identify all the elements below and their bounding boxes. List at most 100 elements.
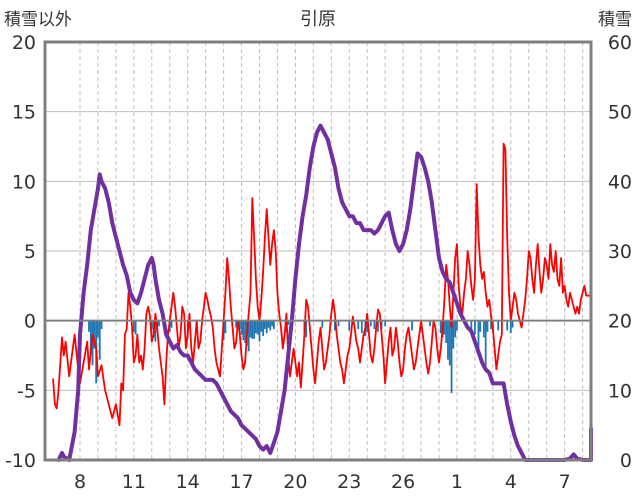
precipitation-bar [366, 320, 369, 332]
precipitation-bar [154, 320, 157, 342]
precipitation-bar [238, 320, 241, 330]
precipitation-bar [98, 320, 101, 360]
precipitation-bar [134, 320, 137, 335]
precipitation-bar [97, 320, 99, 338]
x-tick-label: 17 [229, 471, 253, 493]
precipitation-bar [93, 320, 96, 349]
precipitation-bar [377, 320, 379, 332]
precipitation-bar [443, 320, 446, 335]
x-tick-label: 7 [559, 471, 571, 493]
right-axis-title: 積雪 [598, 10, 632, 30]
precipitation-bar [506, 320, 509, 331]
precipitation-bar [482, 320, 485, 338]
precipitation-bar [305, 320, 308, 338]
left-axis-ticks: 20 15 10 5 0 -5 -10 [5, 32, 36, 472]
precipitation-bar [454, 320, 457, 338]
precipitation-bar [265, 320, 268, 334]
left-tick-label: 0 [24, 311, 36, 333]
precipitation-bar [150, 320, 153, 330]
precipitation-bar [158, 320, 160, 327]
right-tick-label: 20 [608, 311, 632, 333]
precipitation-bar [251, 320, 254, 339]
x-tick-label: 8 [74, 471, 86, 493]
precipitation-bar [456, 320, 458, 331]
precipitation-bar [242, 320, 245, 341]
plot-frame [43, 40, 593, 462]
precipitation-bar [357, 320, 360, 330]
precipitation-bar [267, 320, 270, 328]
precipitation-bar [337, 320, 340, 327]
precipitation-bar [100, 320, 103, 330]
precipitation-bar [170, 320, 173, 328]
precipitation-bar [348, 320, 351, 331]
left-axis-title: 積雪以外 [4, 10, 72, 30]
right-tick-label: 30 [608, 241, 632, 263]
precipitation-bar [439, 320, 442, 334]
left-tick-label: 15 [12, 102, 36, 124]
precipitation-bar [272, 320, 275, 330]
x-tick-label: 20 [283, 471, 307, 493]
precipitation-bar [484, 320, 487, 370]
precipitation-bar [263, 320, 266, 330]
chart-title: 引原 [300, 9, 336, 30]
precipitation-bar [511, 320, 514, 328]
precipitation-bar [447, 320, 449, 360]
right-tick-label: 50 [608, 102, 632, 124]
right-tick-label: 60 [608, 32, 632, 54]
precipitation-bar [88, 320, 90, 332]
precipitation-bar [509, 320, 512, 334]
precipitation-bar [235, 320, 238, 328]
right-tick-label: 40 [608, 171, 632, 193]
left-tick-label: 5 [24, 241, 36, 263]
right-tick-label: 10 [608, 380, 632, 402]
x-tick-label: 4 [505, 471, 517, 493]
precipitation-bar [477, 320, 480, 349]
left-tick-label: 10 [12, 171, 36, 193]
precipitation-bar [132, 320, 135, 332]
left-tick-label: -10 [5, 450, 36, 472]
precipitation-bar [249, 320, 252, 338]
precipitation-bar [490, 320, 492, 330]
precipitation-bar [333, 320, 336, 331]
precipitation-bar [287, 320, 290, 325]
precipitation-bar [373, 320, 376, 330]
precipitation-bar [411, 320, 413, 331]
precipitation-bar [470, 320, 473, 330]
precipitation-bar [89, 320, 92, 356]
precipitation-bar [321, 320, 324, 328]
temperature-line [52, 142, 592, 427]
x-axis-ticks: 8 11 14 17 20 23 26 1 4 7 [74, 471, 571, 493]
right-tick-label: 0 [620, 450, 632, 472]
precipitation-bar [429, 320, 431, 327]
left-tick-label: -5 [17, 380, 36, 402]
precipitation-bar [497, 320, 500, 331]
gridlines [45, 42, 591, 460]
precipitation-bar [253, 320, 256, 339]
precipitation-bar [269, 320, 272, 331]
precipitation-bar [262, 320, 264, 336]
precipitation-bar [369, 320, 372, 327]
precipitation-bar [271, 320, 273, 327]
x-tick-label: 14 [176, 471, 200, 493]
left-tick-label: 20 [12, 32, 36, 54]
precipitation-bar [486, 320, 489, 332]
precipitation-bar [255, 320, 257, 334]
precipitation-bar [479, 320, 482, 332]
x-tick-label: 23 [337, 471, 361, 493]
precipitation-bar [445, 320, 448, 343]
precipitation-bar [258, 320, 261, 342]
precipitation-bar [450, 320, 453, 394]
snow_depth-line [56, 123, 593, 462]
precipitation-bar [452, 320, 455, 349]
precipitation-bar [448, 320, 451, 366]
precipitation-bar [474, 320, 476, 335]
x-tick-label: 1 [451, 471, 463, 493]
precipitation-bar [260, 320, 263, 332]
right-axis-ticks: 60 50 40 30 20 10 0 [608, 32, 632, 472]
precipitation-bar [224, 320, 227, 334]
series-lines [52, 123, 593, 462]
precipitation-bar [256, 320, 259, 335]
precipitation-bar [360, 320, 363, 334]
precipitation-bar [240, 320, 243, 335]
